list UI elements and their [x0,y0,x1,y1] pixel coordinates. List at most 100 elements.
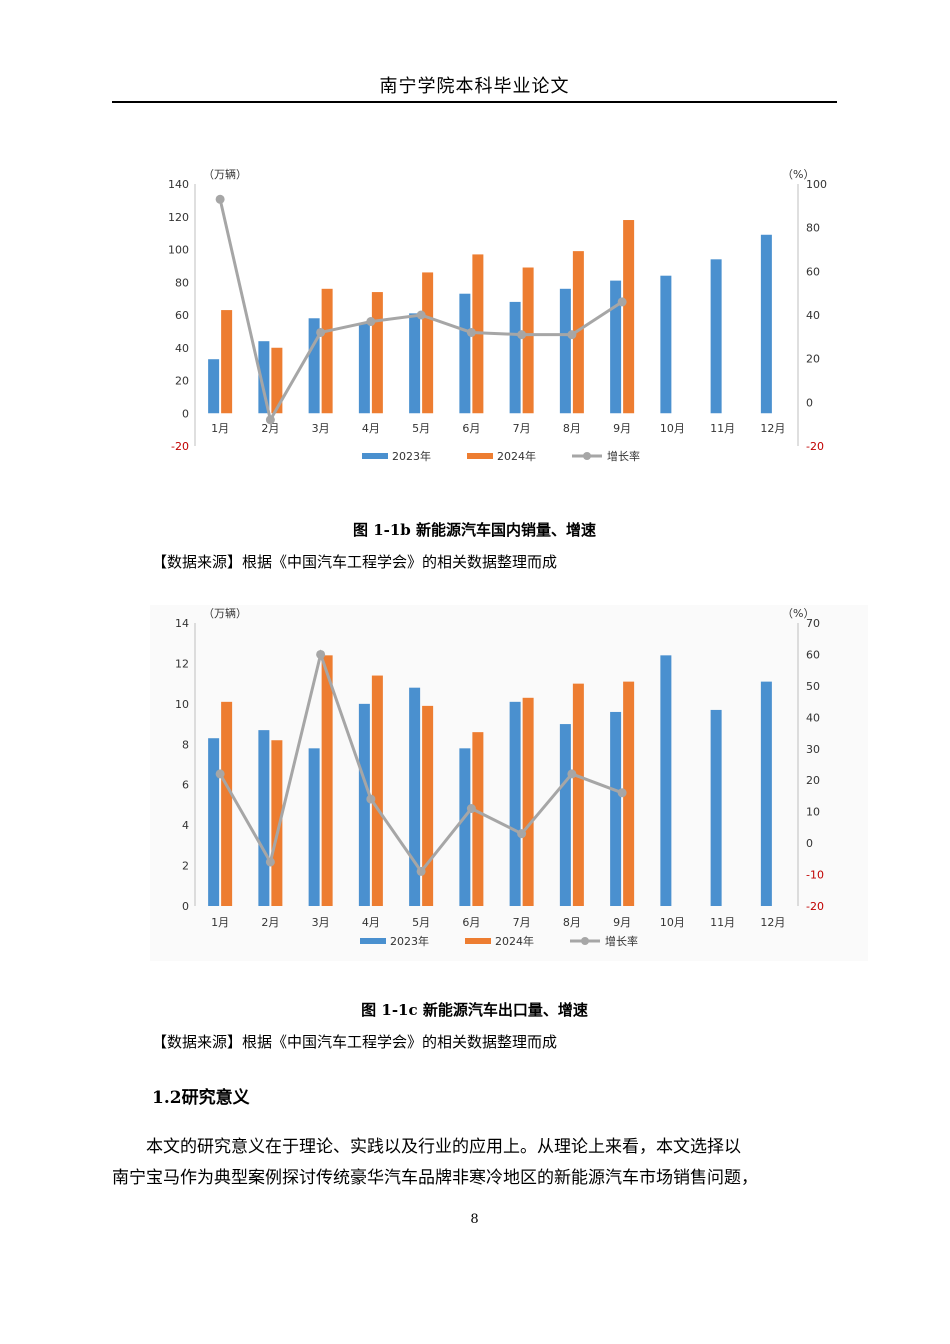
legend-label-2023: 2023年 [390,934,429,948]
legend-swatch-2024 [465,938,491,944]
bar-2024-4 [371,675,383,906]
bar-2024-2 [271,347,283,414]
bar-2023-6 [459,748,471,906]
legend-label-growth: 增长率 [607,449,640,463]
figure-caption-1b: 图 1-1b 新能源汽车国内销量、增速 [352,521,597,539]
growth-rate-point [366,317,376,327]
x-tick-label: 2月 [261,916,279,929]
bar-2024-6 [472,732,484,906]
y-tick-label-right: 60 [806,648,820,661]
legend-label-2024: 2024年 [497,449,536,463]
y-tick-label-right: 30 [806,743,820,756]
y-tick-label-left: 60 [175,309,189,322]
bar-2023-10 [660,275,672,414]
bar-2024-7 [522,267,534,414]
legend-swatch-2024 [467,453,493,459]
y-tick-label-left: 12 [175,657,189,670]
bar-2023-3 [308,748,320,906]
bar-2023-8 [559,288,571,414]
x-tick-label: 10月 [660,916,685,929]
x-tick-label: 6月 [462,916,480,929]
bar-2024-5 [422,272,434,414]
x-tick-label: 12月 [760,916,785,929]
y-axis-unit-left: （万辆） [203,167,247,181]
x-tick-label: 8月 [563,422,581,435]
legend-label-growth: 增长率 [605,934,638,948]
growth-rate-point [215,194,225,204]
bar-2023-5 [409,313,421,414]
paragraph-line-1: 本文的研究意义在于理论、实践以及行业的应用上。从理论上来看，本文选择以 [112,1137,741,1157]
bar-2023-11 [710,259,722,414]
y-tick-label-right: 100 [806,178,827,191]
legend-marker-growth [581,937,589,945]
chart-domestic-sales: （万辆） （%） -20 0 20 40 60 80 100 120 140 -20 0 20 40 60 80… [150,160,868,470]
bar-2023-10 [660,655,672,906]
growth-rate-point [617,788,627,798]
legend-label-2023: 2023年 [392,449,431,463]
chart-domestic-sales-svg: （万辆） （%） -20 0 20 40 60 80 100 120 140 -20 0 20 40 60 80… [168,167,827,463]
x-tick-label: 4月 [362,422,380,435]
section-heading: 1.2研究意义 [152,1088,250,1108]
y-tick-label-left: 4 [182,819,189,832]
bar-2023-7 [509,301,521,414]
page-number: 8 [470,1212,479,1227]
data-source-note-1b: 【数据来源】根据《中国汽车工程学会》的相关数据整理而成 [152,553,558,571]
y-axis-unit-left: （万辆） [203,606,247,620]
header-rule [112,101,837,103]
growth-rate-point [466,327,476,337]
bar-2023-7 [509,701,521,906]
growth-rate-point [567,769,577,779]
legend-label-2024: 2024年 [495,934,534,948]
y-tick-label-right: 40 [806,711,820,724]
legend-marker-growth [583,452,591,460]
x-tick-label: 5月 [412,422,430,435]
bar-2024-8 [572,683,584,906]
x-tick-label: 11月 [710,916,735,929]
x-tick-label: 8月 [563,916,581,929]
y-axis-unit-right: （%） [782,607,814,620]
bar-2024-3 [321,288,333,414]
y-tick-label-left: 14 [175,617,189,630]
y-tick-label-left: 100 [168,244,189,257]
y-tick-label-left: 0 [182,407,189,420]
x-tick-label: 1月 [211,916,229,929]
x-tick-label: 12月 [760,422,785,435]
y-tick-label-right: 10 [806,806,820,819]
y-tick-label-left: 6 [182,779,189,792]
page-header-title: 南宁学院本科毕业论文 [379,76,570,97]
y-tick-label-left: 40 [175,342,189,355]
bar-2023-9 [610,280,622,414]
x-tick-label: 7月 [513,916,531,929]
bar-2024-1 [221,310,233,414]
y-tick-label-left: 8 [182,738,189,751]
bar-2024-9 [623,681,635,906]
x-tick-label: 9月 [613,916,631,929]
y-tick-label-left: 10 [175,698,189,711]
paragraph-line-2: 南宁宝马作为典型案例探讨传统豪华汽车品牌非寒冷地区的新能源汽车市场销售问题， [112,1168,758,1188]
y-tick-label-left: 80 [175,276,189,289]
bar-2024-4 [371,292,383,414]
bar-2024-5 [422,705,434,906]
x-tick-label: 4月 [362,916,380,929]
y-tick-label-left: 120 [168,211,189,224]
y-tick-label-left: 20 [175,375,189,388]
y-tick-label-right: 20 [806,353,820,366]
growth-rate-point [316,327,326,337]
y-axis-unit-right: （%） [782,168,814,181]
y-tick-label-left: 140 [168,178,189,191]
x-tick-label: 11月 [710,422,735,435]
bar-2023-5 [409,687,421,906]
y-tick-label-right: 40 [806,309,820,322]
bar-2023-2 [258,341,270,414]
chart-export-volume: （万辆） （%） 0 2 4 6 8 10 12 14 -20 -10 0 10 20 30 40 50 60 70 1… [150,605,868,961]
growth-rate-point [617,297,627,307]
x-tick-label: 5月 [412,916,430,929]
bar-2024-1 [221,701,233,906]
growth-rate-point [416,310,426,320]
y-tick-label-right: 80 [806,222,820,235]
bar-2023-3 [308,318,320,414]
growth-rate-point [265,857,275,867]
figure-caption-1c: 图 1-1c 新能源汽车出口量、增速 [361,1001,588,1019]
bar-2023-8 [559,724,571,906]
y-tick-label-right: 20 [806,774,820,787]
